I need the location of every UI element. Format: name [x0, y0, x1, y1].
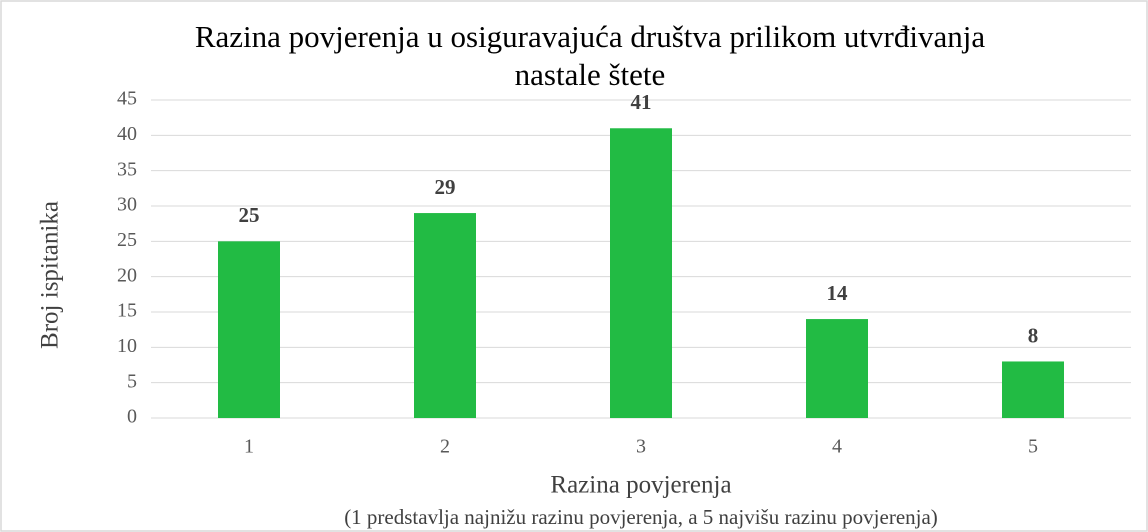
x-tick-label: 5: [1028, 436, 1038, 458]
bar: [806, 319, 868, 418]
bar: [1002, 361, 1064, 418]
bar: [218, 241, 280, 418]
y-tick-label: 35: [117, 158, 137, 180]
y-tick-label: 20: [117, 264, 137, 286]
data-label: 29: [435, 175, 456, 199]
x-tick-label: 2: [440, 436, 450, 458]
bar: [414, 213, 476, 418]
y-tick-label: 40: [117, 123, 137, 145]
chart-title: Razina povjerenja u osiguravajuća društv…: [194, 19, 986, 92]
x-tick-label: 3: [636, 436, 646, 458]
y-tick-label: 5: [127, 370, 137, 392]
y-tick-label: 15: [117, 300, 137, 322]
y-tick-label: 25: [117, 229, 137, 251]
y-axis-label: Broj ispitanika: [37, 201, 64, 349]
x-tick-label: 1: [244, 436, 254, 458]
data-label: 41: [631, 90, 652, 114]
data-label: 8: [1028, 323, 1039, 347]
bar: [610, 128, 672, 418]
y-tick-label: 10: [117, 335, 137, 357]
y-tick-label: 45: [117, 88, 137, 110]
y-tick-label: 0: [127, 406, 137, 428]
data-label: 14: [827, 281, 849, 305]
y-tick-label: 30: [117, 194, 137, 216]
x-tick-label: 4: [832, 436, 842, 458]
data-label: 25: [239, 203, 260, 227]
x-axis-label: Razina povjerenja: [550, 472, 731, 499]
x-axis-note: (1 predstavlja najnižu razinu povjerenja…: [344, 505, 938, 529]
